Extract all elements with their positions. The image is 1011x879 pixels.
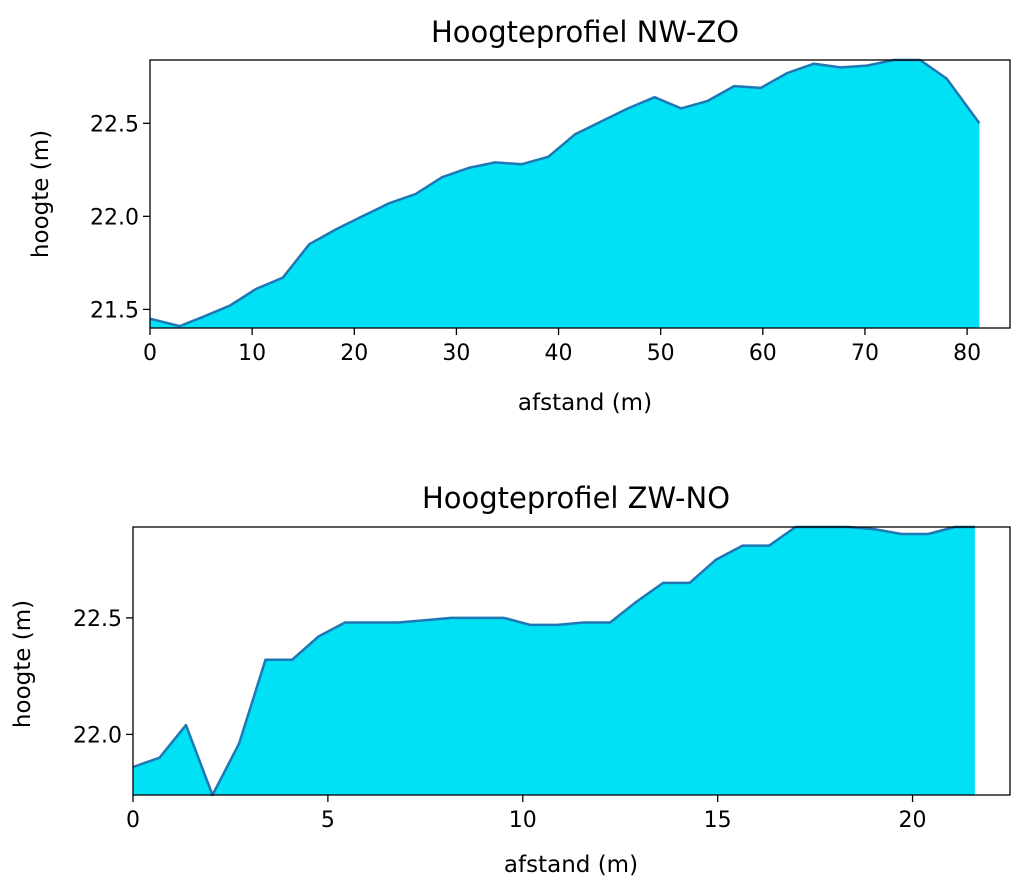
plot-area [132, 525, 975, 797]
x-tick-label: 50 [647, 341, 675, 366]
x-tick-label: 10 [509, 808, 537, 833]
x-tick-label: 10 [238, 341, 266, 366]
plot-area [149, 58, 981, 328]
x-tick-label: 5 [321, 808, 335, 833]
chart-title: Hoogteprofiel NW-ZO [431, 15, 739, 49]
chart-title: Hoogteprofiel ZW-NO [422, 481, 730, 515]
x-tick-label: 15 [704, 808, 732, 833]
x-axis-label: afstand (m) [518, 390, 652, 416]
x-ticks: 0 5 10 15 20 [126, 795, 927, 833]
x-tick-label: 30 [442, 341, 470, 366]
x-tick-label: 60 [749, 341, 777, 366]
x-tick-label: 0 [126, 808, 140, 833]
x-tick-label: 80 [953, 341, 981, 366]
area-fill [133, 527, 975, 795]
y-tick-label: 22.0 [73, 723, 122, 748]
x-tick-label: 70 [851, 341, 879, 366]
y-ticks: 22.0 22.5 [73, 607, 133, 748]
x-tick-label: 20 [899, 808, 927, 833]
y-axis-label: hoogte (m) [10, 600, 36, 728]
x-tick-label: 40 [545, 341, 573, 366]
series-line [149, 58, 981, 328]
chart-nw-zo: Hoogteprofiel NW-ZO 0 10 20 30 40 50 60 70 80 21… [28, 15, 1011, 416]
x-tick-label: 20 [340, 341, 368, 366]
y-tick-label: 22.5 [90, 112, 139, 137]
y-tick-label: 21.5 [90, 298, 139, 323]
y-axis-label: hoogte (m) [28, 130, 54, 258]
y-ticks: 21.5 22.0 22.5 [90, 112, 150, 323]
x-axis-label: afstand (m) [504, 852, 638, 878]
y-tick-label: 22.0 [90, 205, 139, 230]
plot-frame [132, 526, 1011, 796]
plot-frame [149, 59, 1011, 329]
chart-zw-no: Hoogteprofiel ZW-NO 0 5 10 15 20 22.0 22.5 af… [10, 481, 1011, 878]
x-tick-label: 0 [143, 341, 157, 366]
area-fill [150, 60, 980, 328]
y-tick-label: 22.5 [73, 607, 122, 632]
x-ticks: 0 10 20 30 40 50 60 70 80 [143, 328, 981, 366]
